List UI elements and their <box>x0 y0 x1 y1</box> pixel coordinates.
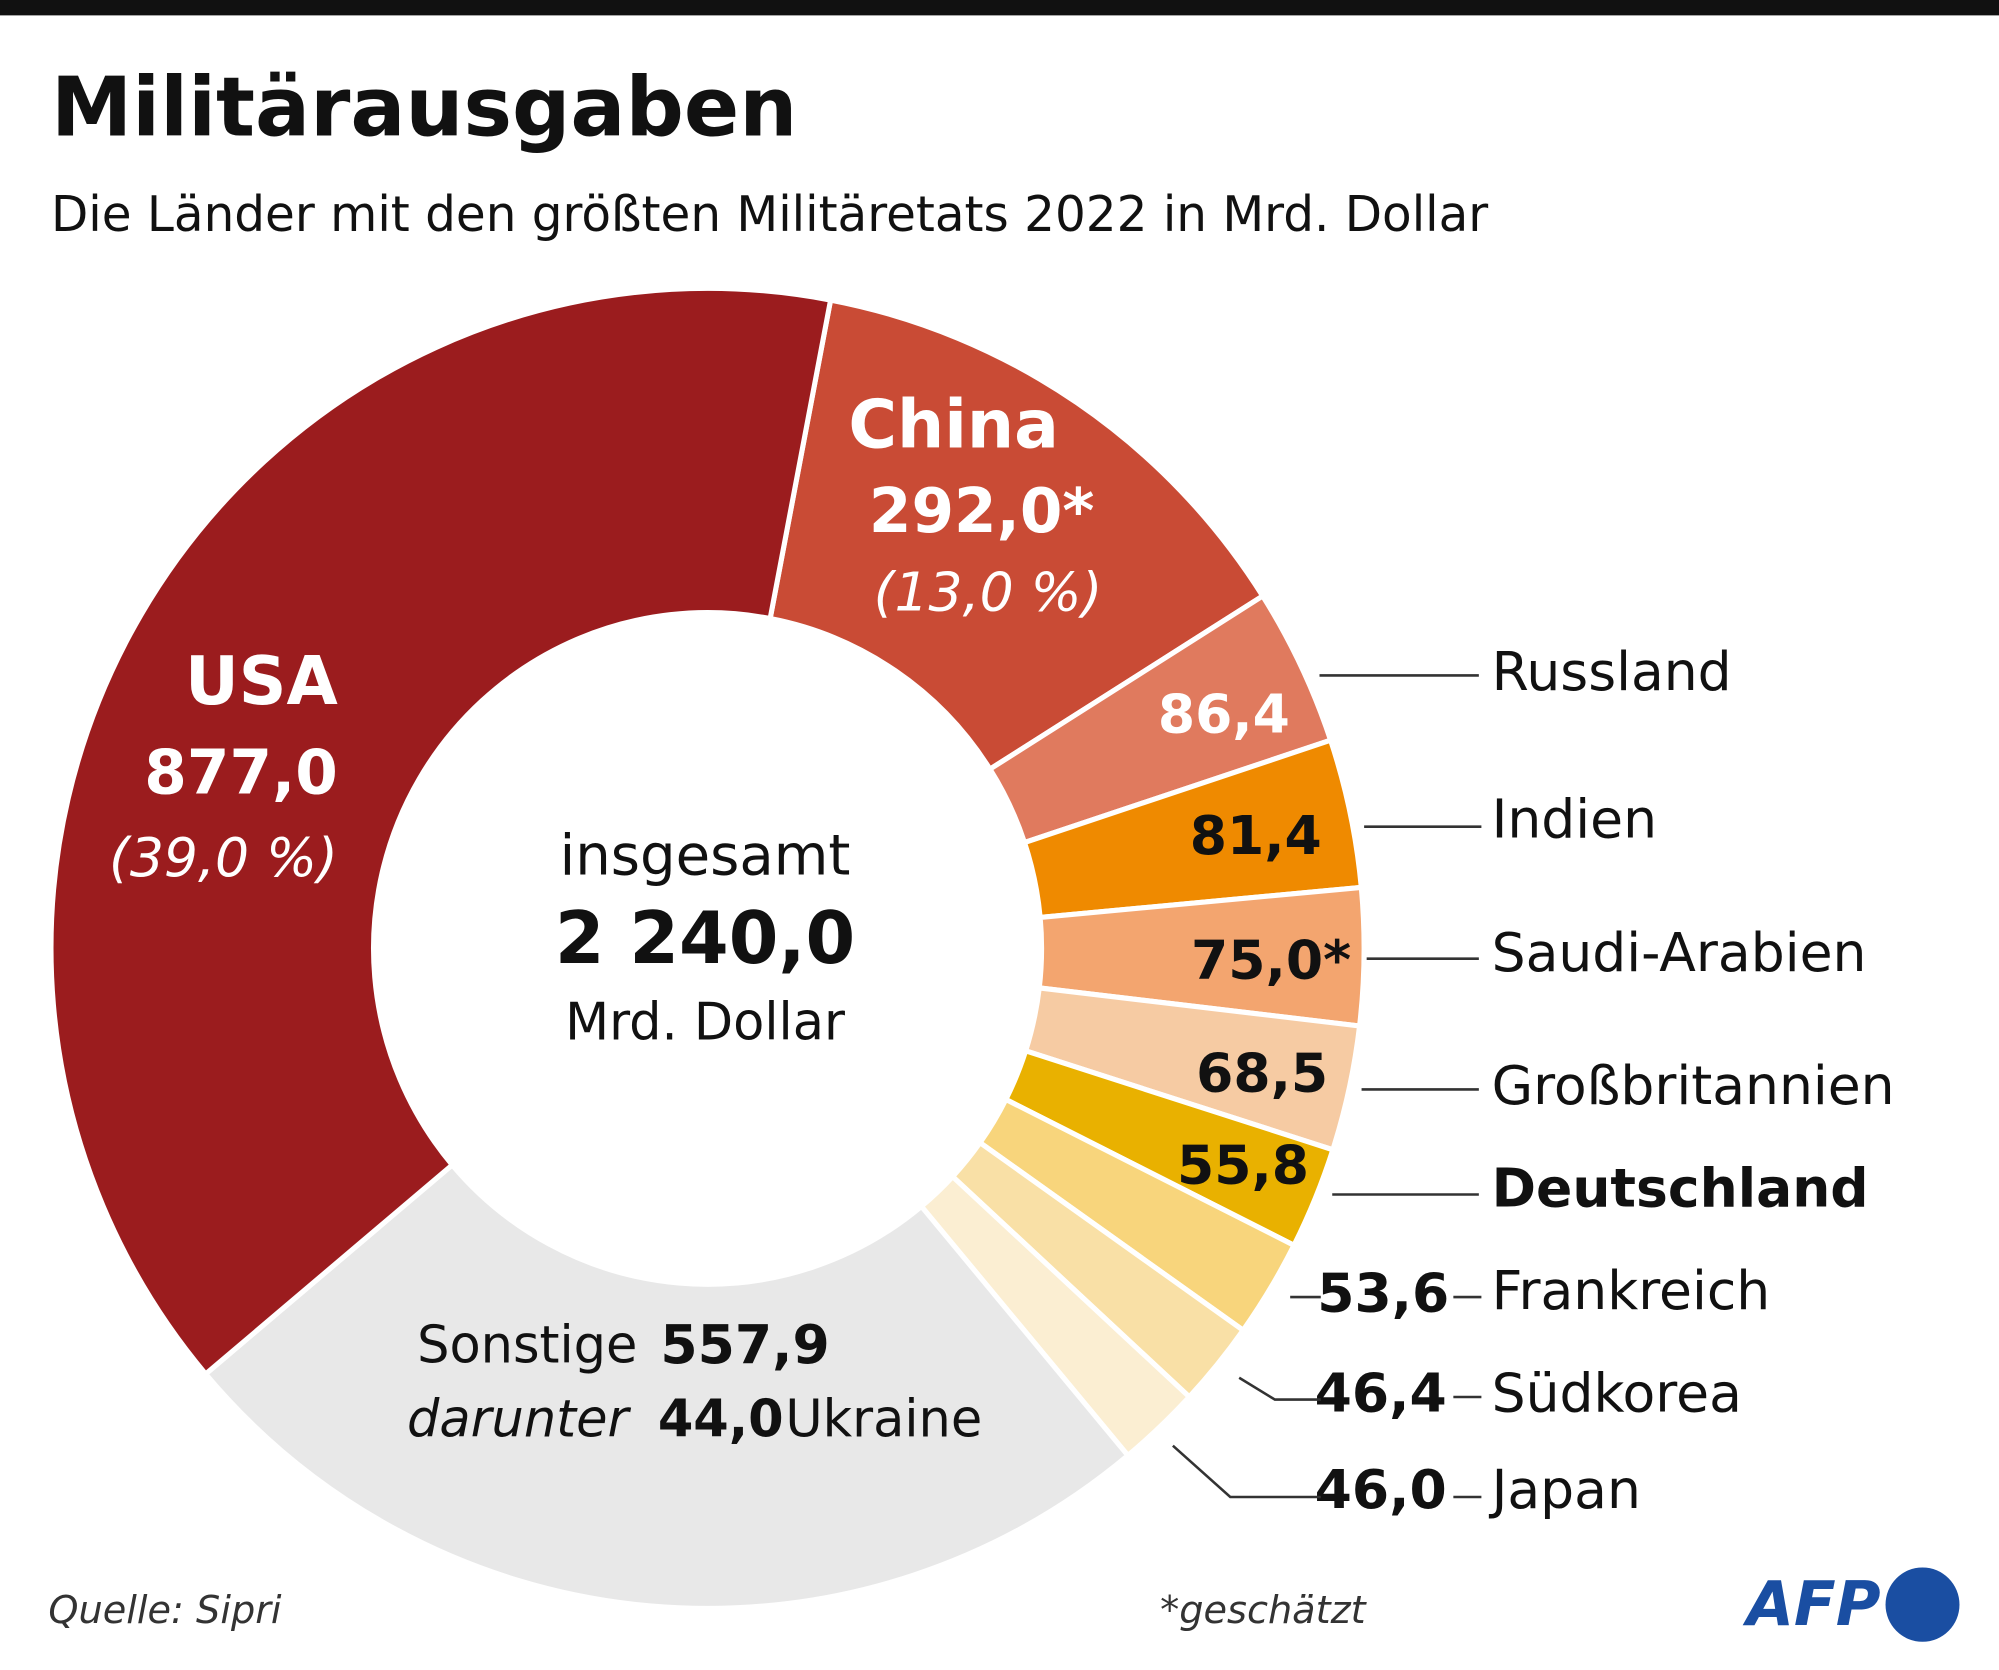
donut-segment <box>767 297 1267 773</box>
usa-share: (39,0 %) <box>109 826 338 889</box>
value-label: 46,0 <box>1315 1458 1447 1521</box>
category-label: Frankreich <box>1492 1259 1771 1322</box>
category-label: Südkorea <box>1492 1362 1742 1425</box>
category-label: Russland <box>1492 640 1732 703</box>
center-unit: Mrd. Dollar <box>565 993 846 1052</box>
others-note-value: 44,0 <box>658 1391 784 1450</box>
category-label: USA <box>185 642 338 720</box>
logo: AFP <box>1743 1569 1881 1640</box>
value-label: 68,5 <box>1196 1041 1328 1104</box>
category-label: Deutschland <box>1492 1156 1869 1219</box>
leader-line <box>1172 1444 1321 1499</box>
others-note-prefix: darunter <box>407 1391 632 1450</box>
china-share: (13,0 %) <box>874 561 1103 624</box>
category-label: Sonstige <box>417 1316 637 1375</box>
value-label: 86,4 <box>1158 682 1290 745</box>
value-label: 877,0 <box>144 737 338 808</box>
category-label: Großbritannien <box>1492 1054 1895 1117</box>
value-label: 292,0* <box>869 476 1095 547</box>
logo-dot <box>1885 1567 1960 1642</box>
donut <box>48 285 1367 1612</box>
center-label: insgesamt <box>560 823 851 888</box>
value-label: 557,9 <box>660 1313 829 1376</box>
donut-segment <box>48 285 834 1378</box>
value-label: 81,4 <box>1190 804 1322 867</box>
value-label: 53,6 <box>1317 1262 1449 1325</box>
center-total: 2 240,0 <box>555 897 855 980</box>
top-bar <box>0 0 1999 16</box>
footnote: *geschätzt <box>1160 1588 1367 1633</box>
chart-title: Militärausgaben <box>51 60 797 155</box>
category-label: Japan <box>1489 1458 1641 1521</box>
others-note-name: Ukraine <box>785 1391 982 1450</box>
category-label: Indien <box>1492 787 1657 850</box>
source: Quelle: Sipri <box>48 1588 281 1633</box>
category-label: Saudi-Arabien <box>1492 921 1867 984</box>
leader-line <box>1238 1376 1321 1401</box>
chart-subtitle: Die Länder mit den größten Militäretats … <box>51 187 1488 243</box>
value-label: 75,0* <box>1191 928 1351 991</box>
value-label: 55,8 <box>1177 1133 1309 1196</box>
value-label: 46,4 <box>1315 1362 1447 1425</box>
donut-segment <box>202 1161 1132 1612</box>
category-label: China <box>848 385 1059 463</box>
